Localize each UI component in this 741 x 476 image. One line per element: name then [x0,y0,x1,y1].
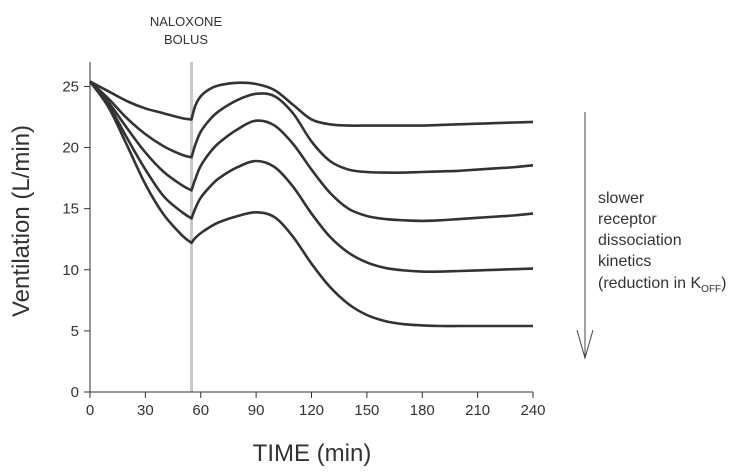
x-tick-label: 150 [354,402,379,419]
event-label-naloxone: NALOXONE [150,14,223,29]
x-tick-label: 210 [465,402,490,419]
y-tick-label: 5 [71,323,79,340]
series-line-2 [89,80,534,174]
annotation-line-3: dissociation [598,232,682,249]
y-tick-label: 15 [62,201,79,218]
y-tick-label: 0 [71,384,79,401]
x-tick-label: 240 [520,402,545,419]
x-tick-label: 0 [86,402,94,419]
y-tick-label: 20 [62,140,79,157]
series-line-4 [88,80,534,274]
annotation-arrow-head [576,329,594,360]
x-tick-label: 180 [410,402,435,419]
series-layer [88,80,534,328]
event-label-bolus: BOLUS [164,32,208,47]
x-tick-label: 120 [299,402,324,419]
annotation-line-4: kinetics [598,253,651,270]
annotation-line-2: receptor [598,211,657,228]
ticks-layer: 0 5 10 15 20 25 0 30 60 90 120 150 180 210 240 [62,78,545,419]
annotation-koff-prefix: (reduction in K [598,275,701,292]
annotation-line-5: (reduction in KOFF) [598,275,727,295]
series-line-3 [89,80,534,223]
x-tick-label: 60 [192,402,209,419]
y-axis-title: Ventilation (L/min) [8,125,35,317]
y-tick-label: 25 [62,78,79,95]
x-tick-label: 90 [248,402,265,419]
y-tick-label: 10 [62,262,79,279]
annotation-koff-suffix: ) [721,275,726,292]
x-axis-title: TIME (min) [253,440,372,467]
annotation-line-1: slower [598,190,645,207]
x-tick-label: 30 [137,402,154,419]
annotation-koff-subscript: OFF [701,284,721,295]
series-line-5 [88,80,533,328]
series-line-1 [89,80,534,127]
